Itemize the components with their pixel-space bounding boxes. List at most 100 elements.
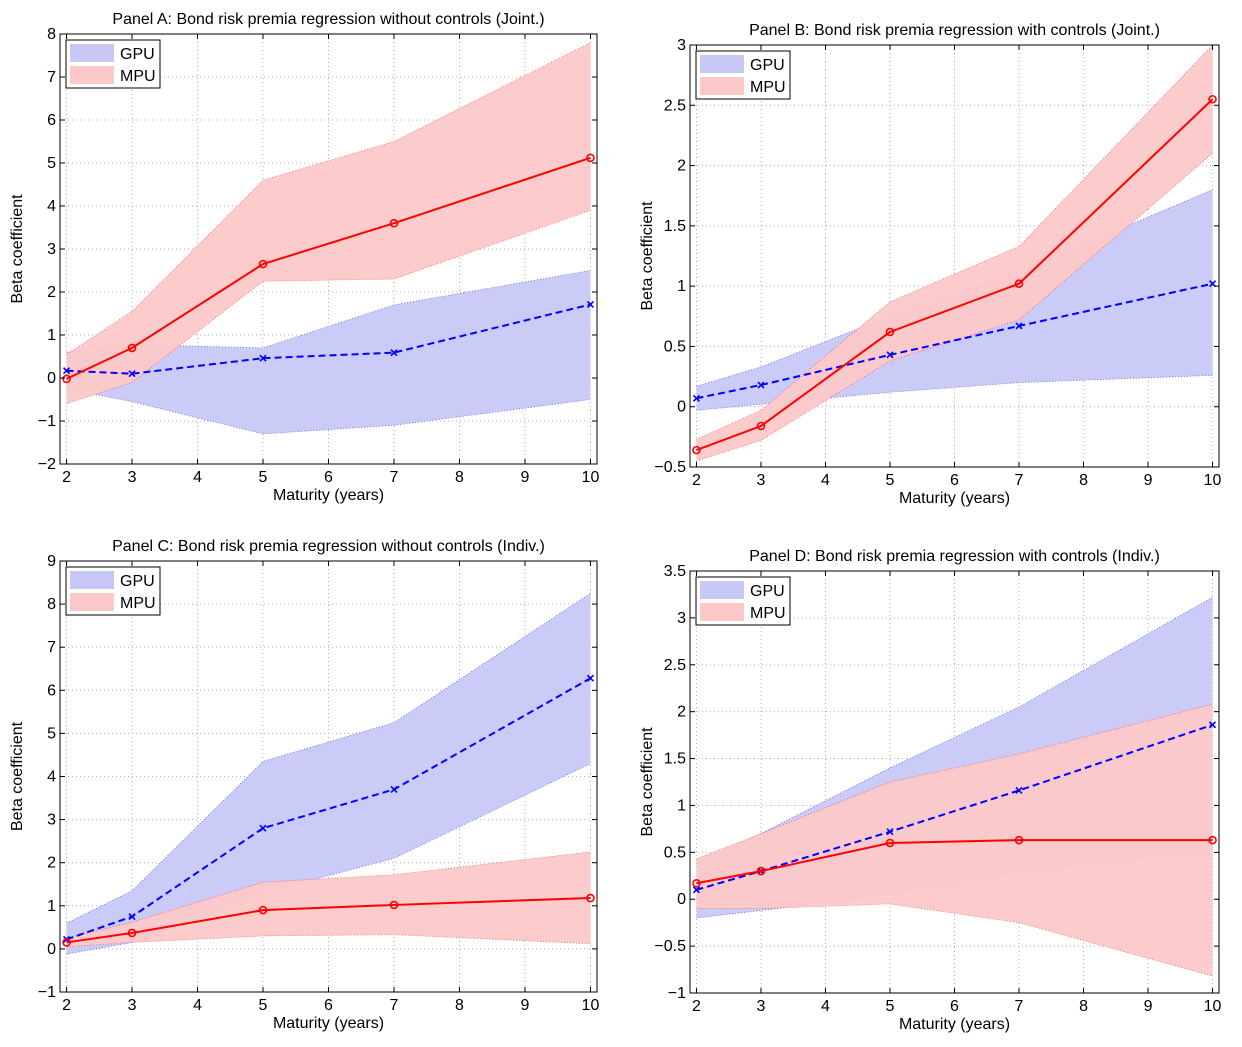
series-band-gpu: [66, 270, 591, 434]
data-point-gpu: [886, 351, 894, 359]
y-tick-label: 6: [47, 112, 56, 129]
x-tick-label: 10: [1204, 472, 1222, 489]
y-axis-label: Beta coefficient: [639, 727, 656, 837]
panel-c-chart: 2 3 4 5 6 7 8 9 10 −1 0 1 2 3 4 5 6 7 8 9 Panel C: Bond risk…: [9, 538, 599, 1032]
data-point-gpu: [128, 370, 136, 378]
data-point-mpu: [885, 327, 895, 337]
y-tick-label: 5: [47, 155, 56, 172]
legend-label-mpu: MPU: [750, 79, 786, 96]
legend-label-gpu: GPU: [120, 573, 155, 590]
y-tick-label: 4: [47, 769, 56, 786]
data-point-gpu: [692, 394, 701, 402]
x-tick-label: 3: [757, 998, 766, 1015]
series-band-lower-gpu: [66, 388, 591, 435]
x-tick-label: 9: [1144, 472, 1153, 489]
data-point-gpu: [586, 674, 595, 682]
x-tick-label: 10: [582, 469, 600, 486]
legend: GPU MPU: [65, 39, 161, 89]
data-point-mark: [586, 674, 595, 682]
y-tick-label: 5: [47, 725, 56, 742]
x-tick-label: 7: [1015, 998, 1024, 1015]
panel-title: Panel A: Bond risk premia regression wit…: [112, 11, 544, 28]
y-tick-label: 0: [677, 399, 686, 416]
x-tick-label: 4: [193, 469, 202, 486]
x-tick-label: 9: [1144, 998, 1153, 1015]
legend-swatch-gpu: [700, 581, 744, 599]
data-point-mark: [390, 349, 398, 357]
legend: GPU MPU: [695, 576, 791, 626]
x-tick-label: 5: [259, 469, 268, 486]
data-point-mpu: [885, 838, 895, 848]
legend-label-gpu: GPU: [120, 46, 155, 63]
panel-d-chart: 2 3 4 5 6 7 8 9 10 −1 −0.5 0 0.5 1 1.5 2 2.5 3 3.5 Panel D:…: [639, 548, 1222, 1033]
data-point-mpu: [1208, 835, 1217, 845]
x-tick-label: 7: [1015, 472, 1024, 489]
series-line-mpu: [66, 156, 591, 380]
data-point-mpu: [1014, 835, 1024, 845]
x-tick-label: 9: [521, 997, 530, 1014]
panel-title: Panel D: Bond risk premia regression wit…: [749, 548, 1160, 565]
y-axis-label: Beta coefficient: [639, 201, 656, 311]
y-tick-label: −1: [38, 984, 56, 1001]
x-tick-label: 6: [324, 469, 333, 486]
x-tick-label: 4: [821, 998, 830, 1015]
data-point-gpu: [259, 824, 267, 832]
data-point-mark: [128, 370, 136, 378]
data-point-mpu: [692, 445, 701, 455]
data-point-mpu: [1208, 94, 1217, 104]
data-point-mpu: [586, 153, 595, 163]
x-axis-label: Maturity (years): [273, 1015, 384, 1032]
x-tick-label: 3: [128, 469, 137, 486]
data-point-gpu: [586, 300, 595, 309]
y-tick-label: 2.5: [664, 97, 686, 114]
y-tick-label: 7: [47, 69, 56, 86]
data-point-gpu: [1208, 721, 1217, 729]
series-band-gpu: [66, 593, 591, 955]
y-tick-label: 2: [677, 704, 686, 721]
x-axis-label: Maturity (years): [899, 490, 1010, 507]
data-point-mark: [128, 913, 136, 921]
y-tick-label: 3: [677, 37, 686, 54]
data-point-mpu: [389, 218, 399, 228]
x-tick-label: 8: [1079, 472, 1088, 489]
x-tick-label: 6: [950, 472, 959, 489]
series-band-mpu: [696, 704, 1213, 977]
series-band-lower-mpu: [66, 934, 591, 948]
legend-swatch-gpu: [70, 571, 114, 589]
series-line-mpu: [696, 98, 1214, 452]
y-tick-label: 9: [47, 553, 56, 570]
y-axis-label: Beta coefficient: [9, 194, 26, 304]
legend-label-mpu: MPU: [120, 595, 156, 612]
panel-a-chart: 2 3 4 5 6 7 8 9 10 −2 −1 0 1 2 3 4 5 6 7 8 Panel A: Bond ris…: [9, 11, 600, 504]
data-point-gpu: [390, 785, 398, 793]
x-tick-label: 4: [821, 472, 830, 489]
y-tick-label: −1: [668, 985, 686, 1002]
x-tick-label: 6: [950, 998, 959, 1015]
series-band-lower-gpu: [66, 763, 591, 955]
series-line-mpu: [696, 839, 1213, 885]
x-tick-label: 8: [1079, 998, 1088, 1015]
y-tick-label: −0.5: [654, 459, 686, 476]
y-tick-label: 7: [47, 639, 56, 656]
legend: GPU MPU: [65, 566, 161, 616]
y-tick-label: 1: [47, 898, 56, 915]
panel-title: Panel B: Bond risk premia regression wit…: [749, 22, 1160, 39]
x-tick-label: 2: [692, 472, 701, 489]
y-tick-label: 2.5: [664, 657, 686, 674]
data-point-mpu: [389, 900, 399, 910]
legend-label-gpu: GPU: [750, 57, 785, 74]
x-tick-label: 7: [390, 997, 399, 1014]
data-point-mark: [1208, 721, 1217, 729]
y-tick-label: 0: [677, 891, 686, 908]
data-point-mark: [757, 381, 765, 389]
series-band-mpu: [66, 851, 591, 947]
data-point-mark: [692, 394, 701, 402]
x-tick-label: 6: [324, 997, 333, 1014]
series-band-lower-mpu: [696, 153, 1213, 462]
data-point-mpu: [586, 893, 595, 903]
legend-label-mpu: MPU: [750, 605, 786, 622]
x-tick-label: 2: [62, 469, 71, 486]
series-band-mpu: [696, 45, 1213, 461]
legend-swatch-gpu: [70, 44, 114, 62]
